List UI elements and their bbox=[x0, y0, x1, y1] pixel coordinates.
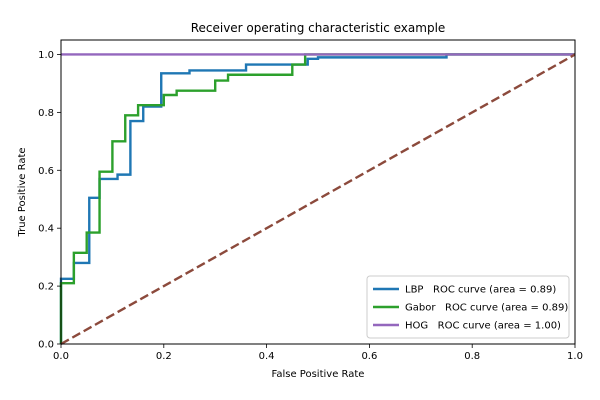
y-tick-label: 1.0 bbox=[38, 50, 54, 61]
x-tick-label: 0.0 bbox=[53, 351, 69, 362]
legend-label: LBP ROC curve (area = 0.89) bbox=[405, 285, 556, 296]
x-axis: 0.0 0.2 0.4 0.6 0.8 1.0 bbox=[53, 344, 583, 362]
series-layer bbox=[59, 53, 576, 346]
legend-label: Gabor ROC curve (area = 0.89) bbox=[405, 303, 568, 314]
y-axis: 0.0 0.2 0.4 0.6 0.8 1.0 bbox=[38, 50, 61, 351]
y-tick-label: 0.4 bbox=[38, 224, 54, 235]
y-tick-label: 0.6 bbox=[38, 166, 54, 177]
y-tick-label: 0.2 bbox=[38, 282, 54, 293]
roc-line-2 bbox=[59, 53, 575, 344]
x-tick-label: 0.8 bbox=[464, 351, 480, 362]
x-tick-label: 0.2 bbox=[156, 351, 172, 362]
legend: LBP ROC curve (area = 0.89) Gabor ROC cur… bbox=[366, 275, 570, 339]
x-axis-title: False Positive Rate bbox=[272, 369, 365, 380]
plot-frame bbox=[60, 39, 576, 345]
x-tick-label: 0.4 bbox=[259, 351, 275, 362]
y-tick-label: 0.8 bbox=[38, 108, 54, 119]
legend-label: HOG ROC curve (area = 1.00) bbox=[405, 321, 561, 332]
chance-diagonal-line bbox=[60, 53, 576, 346]
y-axis-title: True Positive Rate bbox=[17, 147, 28, 237]
x-tick-label: 1.0 bbox=[567, 351, 583, 362]
chart-title: Receiver operating characteristic exampl… bbox=[191, 21, 446, 35]
legend-box bbox=[366, 275, 570, 339]
roc-line-1 bbox=[59, 53, 575, 344]
x-tick-label: 0.6 bbox=[361, 351, 377, 362]
y-tick-label: 0.0 bbox=[38, 340, 54, 351]
